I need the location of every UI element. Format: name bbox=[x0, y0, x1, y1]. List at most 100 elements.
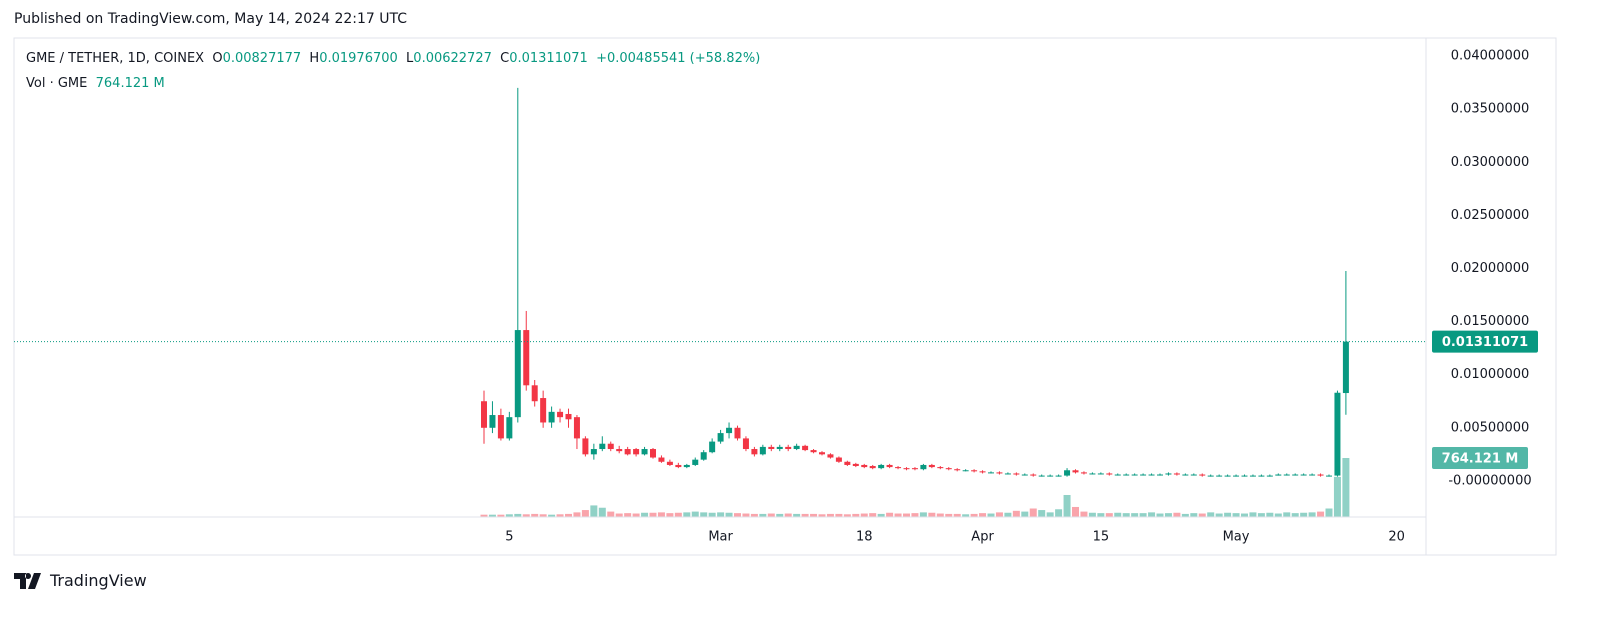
volume-bar bbox=[1325, 508, 1333, 517]
candle-body bbox=[1317, 474, 1324, 476]
volume-bar bbox=[1114, 512, 1122, 517]
volume-bar bbox=[1308, 512, 1316, 517]
chart-frame bbox=[13, 37, 1557, 556]
volume-bar bbox=[886, 512, 894, 517]
legend-key: Vol · GME bbox=[26, 76, 88, 91]
volume-bar bbox=[1207, 512, 1215, 517]
candle-body bbox=[1309, 474, 1316, 476]
volume-bar bbox=[607, 511, 615, 517]
volume-bar bbox=[860, 513, 868, 517]
volume-bar bbox=[945, 513, 953, 517]
brand-logo bbox=[14, 572, 41, 589]
candle-body bbox=[920, 464, 927, 470]
volume-bar bbox=[1046, 512, 1054, 517]
volume-bar bbox=[1283, 512, 1291, 517]
volume-bar bbox=[1190, 513, 1198, 517]
candle-body bbox=[937, 467, 944, 469]
candle-body bbox=[1047, 475, 1054, 477]
y-tick-label: 0.01500000 bbox=[1451, 314, 1530, 329]
candle-body bbox=[717, 433, 724, 442]
volume-bar bbox=[877, 513, 885, 517]
volume-bar bbox=[480, 514, 488, 517]
candle-body bbox=[793, 445, 800, 450]
x-tick-label: May bbox=[1223, 530, 1250, 545]
candle-body bbox=[726, 427, 733, 434]
last-price-box bbox=[1432, 330, 1538, 353]
x-tick-label: 18 bbox=[856, 530, 873, 545]
volume-bar bbox=[598, 507, 606, 517]
volume-bar bbox=[522, 514, 530, 517]
candle-body bbox=[489, 415, 496, 428]
volume-bar bbox=[641, 512, 649, 517]
volume-bar bbox=[1131, 513, 1139, 517]
candle-body bbox=[928, 464, 935, 468]
legend-key: H bbox=[309, 51, 320, 66]
volume-bar bbox=[903, 513, 910, 517]
volume-bar bbox=[581, 510, 589, 517]
legend-key: L bbox=[406, 51, 414, 66]
candle-body bbox=[1165, 473, 1172, 475]
candle-body bbox=[565, 413, 572, 420]
y-tick-label: 0.01000000 bbox=[1451, 367, 1530, 382]
published-note: Published on TradingView.com, May 14, 20… bbox=[14, 11, 408, 27]
candle-body bbox=[1241, 475, 1248, 477]
volume-bar bbox=[1173, 512, 1181, 517]
volume-bar bbox=[835, 513, 843, 517]
candle-body bbox=[658, 457, 665, 462]
candle-body bbox=[481, 401, 487, 428]
volume-bar bbox=[674, 512, 682, 517]
candle-body bbox=[1173, 473, 1180, 475]
candle-body bbox=[1300, 474, 1307, 476]
candle-body bbox=[1131, 474, 1138, 476]
volume-bar bbox=[1038, 510, 1046, 517]
candle-body bbox=[675, 464, 682, 468]
volume-bar bbox=[953, 513, 961, 517]
volume-bar bbox=[1012, 510, 1020, 517]
candle-body bbox=[1266, 475, 1273, 477]
volume-bar bbox=[590, 505, 598, 517]
x-tick-label: 5 bbox=[505, 530, 513, 545]
candle-body bbox=[641, 449, 648, 455]
y-tick-label: 0.02000000 bbox=[1451, 261, 1530, 276]
volume-bar bbox=[979, 513, 987, 517]
volume-bar bbox=[1164, 513, 1172, 517]
volume-bar bbox=[1342, 458, 1350, 517]
candle-body bbox=[810, 450, 817, 453]
volume-bar bbox=[556, 514, 564, 517]
volume-bar bbox=[750, 513, 758, 517]
legend-value: 764.121 M bbox=[95, 76, 165, 91]
volume-bar bbox=[894, 513, 902, 517]
volume-bar bbox=[488, 514, 496, 517]
candle-body bbox=[1190, 474, 1197, 476]
candle-body bbox=[548, 411, 555, 423]
candle-body bbox=[835, 457, 842, 462]
x-tick-label: Apr bbox=[971, 530, 994, 545]
candle-body bbox=[895, 467, 902, 469]
x-tick-label: 15 bbox=[1093, 530, 1110, 545]
legend-key: O bbox=[212, 51, 223, 66]
candle-body bbox=[802, 445, 809, 451]
volume-bar bbox=[1080, 511, 1088, 517]
volume-bar bbox=[531, 513, 539, 517]
volume-bar bbox=[1257, 513, 1265, 517]
footer: TradingView bbox=[14, 571, 147, 590]
y-tick-label: 0.02500000 bbox=[1451, 208, 1530, 223]
volume-bar bbox=[1198, 513, 1206, 517]
legend-value: 0.00622727 bbox=[413, 51, 492, 66]
volume-legend: Vol · GME 764.121 M bbox=[26, 76, 165, 91]
volume-bar bbox=[1232, 513, 1240, 517]
candle-body bbox=[785, 446, 792, 450]
volume-bar bbox=[632, 513, 640, 517]
volume-bar bbox=[708, 512, 716, 517]
candle-body bbox=[1123, 474, 1130, 476]
candle-body bbox=[1038, 475, 1045, 477]
candle-body bbox=[886, 464, 893, 468]
candle-body bbox=[996, 472, 1003, 474]
volume-label: 764.121 M bbox=[1442, 452, 1519, 467]
candle-body bbox=[709, 441, 716, 453]
candle-body bbox=[633, 449, 640, 455]
candle-body bbox=[903, 468, 910, 470]
candle-body bbox=[1064, 470, 1071, 476]
volume-bar bbox=[666, 513, 674, 517]
candle-body bbox=[911, 468, 918, 470]
